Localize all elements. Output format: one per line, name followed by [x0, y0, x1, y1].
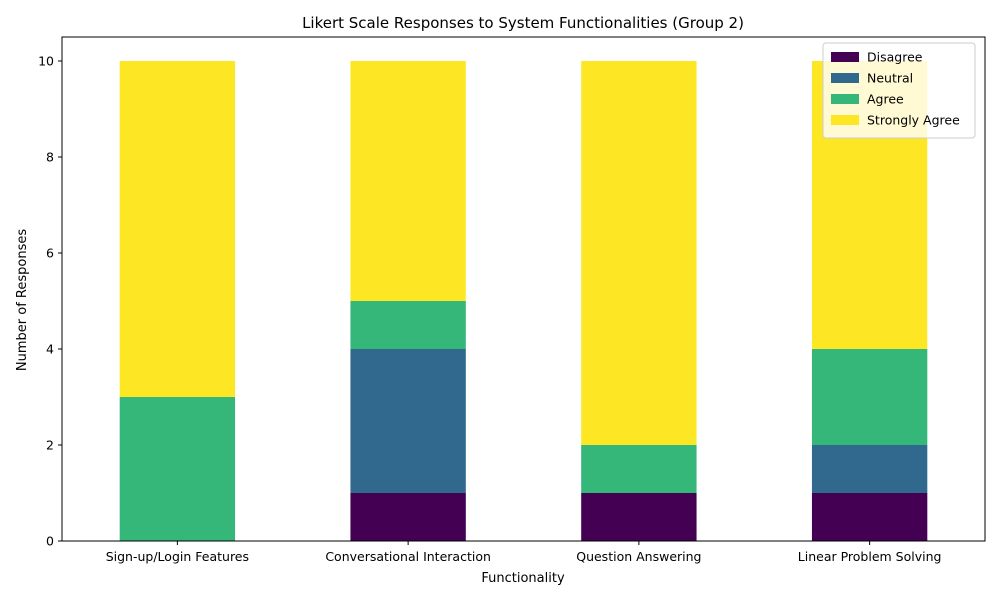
- legend-box: [822, 42, 976, 139]
- bar-agree-2: [581, 445, 697, 493]
- y-tick-label: 2: [46, 438, 54, 453]
- bar-strongly-agree-1: [350, 61, 466, 301]
- bars-group: [119, 61, 928, 541]
- bar-disagree-2: [581, 493, 697, 541]
- bar-disagree-1: [350, 493, 466, 541]
- x-tick-label: Question Answering: [576, 549, 701, 564]
- legend-label-neutral: Neutral: [867, 71, 913, 86]
- bar-neutral-1: [350, 349, 466, 493]
- y-tick-label: 4: [46, 342, 54, 357]
- bar-agree-1: [350, 301, 466, 349]
- y-tick-label: 8: [46, 150, 54, 165]
- x-tick-label: Sign-up/Login Features: [106, 549, 249, 564]
- legend-swatch-neutral: [831, 73, 859, 83]
- y-tick-label: 6: [46, 246, 54, 261]
- x-axis-label: Functionality: [481, 571, 565, 586]
- legend-swatch-strongly-agree: [831, 115, 859, 125]
- plot-frame: [61, 36, 986, 542]
- x-tick-label: Conversational Interaction: [325, 549, 491, 564]
- legend: Disagree Neutral Agree Strongly Agree: [822, 42, 976, 139]
- legend-swatch-disagree: [831, 52, 859, 62]
- y-tick-label: 0: [46, 534, 54, 549]
- x-tick-label: Linear Problem Solving: [798, 549, 942, 564]
- bar-agree-3: [811, 349, 928, 445]
- bar-disagree-3: [811, 493, 928, 541]
- legend-label-agree: Agree: [867, 92, 904, 107]
- bar-neutral-3: [811, 445, 928, 493]
- bar-strongly-agree-0: [119, 61, 236, 397]
- legend-label-disagree: Disagree: [867, 50, 923, 65]
- axes-group: 0 2 4 6 8 10 Sign-up/Login Features Conversatio…: [38, 36, 986, 564]
- legend-label-strongly-agree: Strongly Agree: [867, 113, 960, 128]
- legend-swatch-agree: [831, 94, 859, 104]
- bar-agree-0: [119, 397, 236, 541]
- y-axis-label: Number of Responses: [15, 229, 30, 371]
- bar-strongly-agree-2: [581, 61, 697, 445]
- y-tick-label: 10: [38, 54, 54, 69]
- chart-title: Likert Scale Responses to System Functio…: [302, 14, 744, 32]
